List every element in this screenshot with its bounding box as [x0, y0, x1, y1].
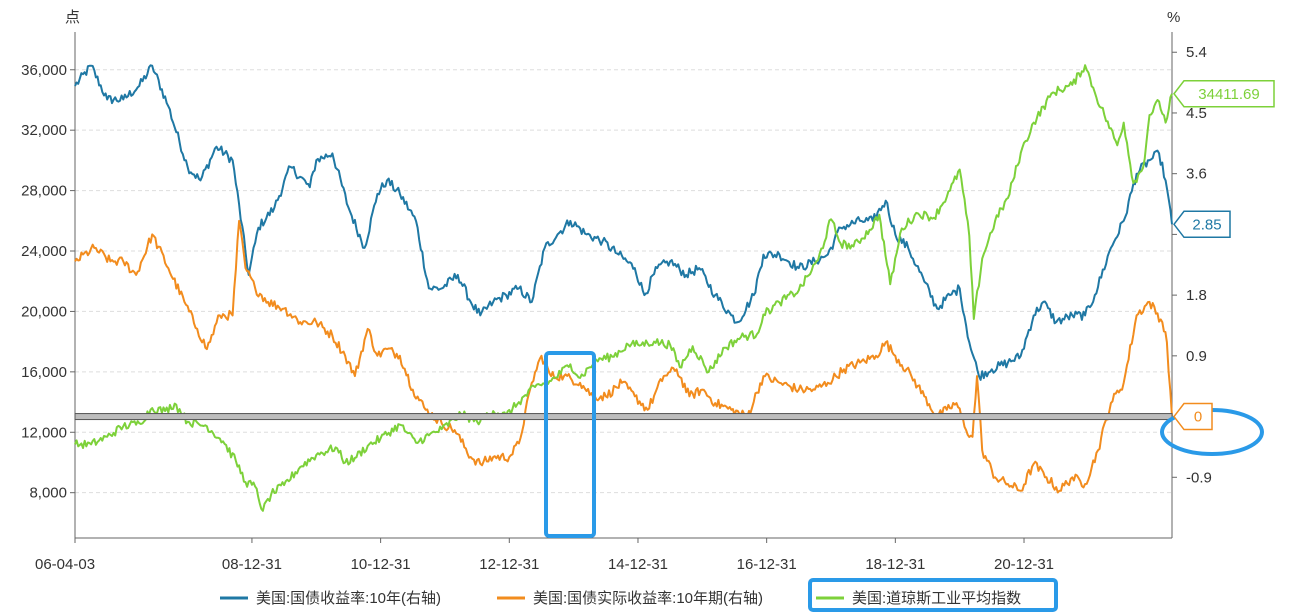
right-tick-label: 0.9 [1186, 348, 1207, 365]
x-tick-label: 18-12-31 [865, 556, 925, 573]
annotation-layer [544, 351, 1264, 538]
left-tick-label: 28,000 [21, 183, 67, 200]
real-yield-10y-line [74, 219, 1173, 494]
real-yield-10y-callout-label: 0 [1194, 409, 1202, 426]
x-tick-label: 08-12-31 [222, 556, 282, 573]
callout-layer: 2.85 0 34411.69 [1173, 80, 1275, 431]
dow-jones-line [74, 64, 1173, 512]
left-tick-label: 12,000 [21, 424, 67, 441]
x-tick-label: 10-12-31 [351, 556, 411, 573]
left-tick-label: 20,000 [21, 303, 67, 320]
right-tick-label: 5.4 [1186, 44, 1207, 61]
legend: 美国:国债收益率:10年(右轴) 美国:国债实际收益率:10年期(右轴) 美国:道琼… [220, 578, 1058, 612]
legend-treasury-10y-text: 美国:国债收益率:10年(右轴) [256, 590, 441, 607]
right-tick-label: 4.5 [1186, 105, 1207, 122]
x-tick-label: 14-12-31 [608, 556, 668, 573]
legend-real-yield-10y-text: 美国:国债实际收益率:10年期(右轴) [533, 590, 763, 607]
left-axis-unit: 点 [65, 9, 80, 26]
right-axis-unit: % [1167, 9, 1180, 26]
series-layer [74, 64, 1173, 512]
treasury-10y-callout-box [1173, 210, 1231, 239]
x-tick-label: 16-12-31 [737, 556, 797, 573]
x-tick-label: 06-04-03 [35, 556, 95, 573]
x-axis-ticks: 06-04-03 08-12-31 10-12-31 12-12-31 14-12-31… [35, 538, 1054, 573]
left-axis-ticks: 8,000 12,000 16,000 20,000 24,000 28,000 32,00… [21, 62, 75, 502]
left-tick-label: 32,000 [21, 122, 67, 139]
legend-dow-jones-text: 美国:道琼斯工业平均指数 [852, 590, 1021, 607]
left-tick-label: 8,000 [29, 485, 67, 502]
highlight-box [544, 351, 596, 538]
treasury-10y-line [74, 64, 1173, 381]
reference-layer [74, 413, 1173, 421]
real-yield-10y-callout-box [1173, 402, 1213, 431]
x-tick-label: 20-12-31 [994, 556, 1054, 573]
x-tick-label: 12-12-31 [479, 556, 539, 573]
right-tick-label: 1.8 [1186, 287, 1207, 304]
right-axis-ticks: -0.9 0.9 1.8 3.6 4.5 5.4 [1172, 44, 1212, 486]
legend-highlight-box [808, 578, 1058, 612]
right-tick-label: -0.9 [1186, 469, 1212, 486]
treasury-10y-callout-label: 2.85 [1192, 216, 1221, 233]
right-tick-label: 3.6 [1186, 166, 1207, 183]
legend-dow-jones[interactable]: 美国:道琼斯工业平均指数 [816, 590, 1021, 607]
grid-layer [75, 69, 1172, 494]
left-tick-label: 16,000 [21, 364, 67, 381]
left-tick-label: 36,000 [21, 62, 67, 79]
legend-treasury-10y[interactable]: 美国:国债收益率:10年(右轴) [220, 590, 441, 607]
legend-real-yield-10y[interactable]: 美国:国债实际收益率:10年期(右轴) [497, 590, 763, 607]
zero-reference-line [74, 413, 1173, 421]
dow-jones-callout-box [1173, 80, 1275, 108]
left-tick-label: 24,000 [21, 243, 67, 260]
dow-jones-callout-label: 34411.69 [1198, 86, 1259, 103]
